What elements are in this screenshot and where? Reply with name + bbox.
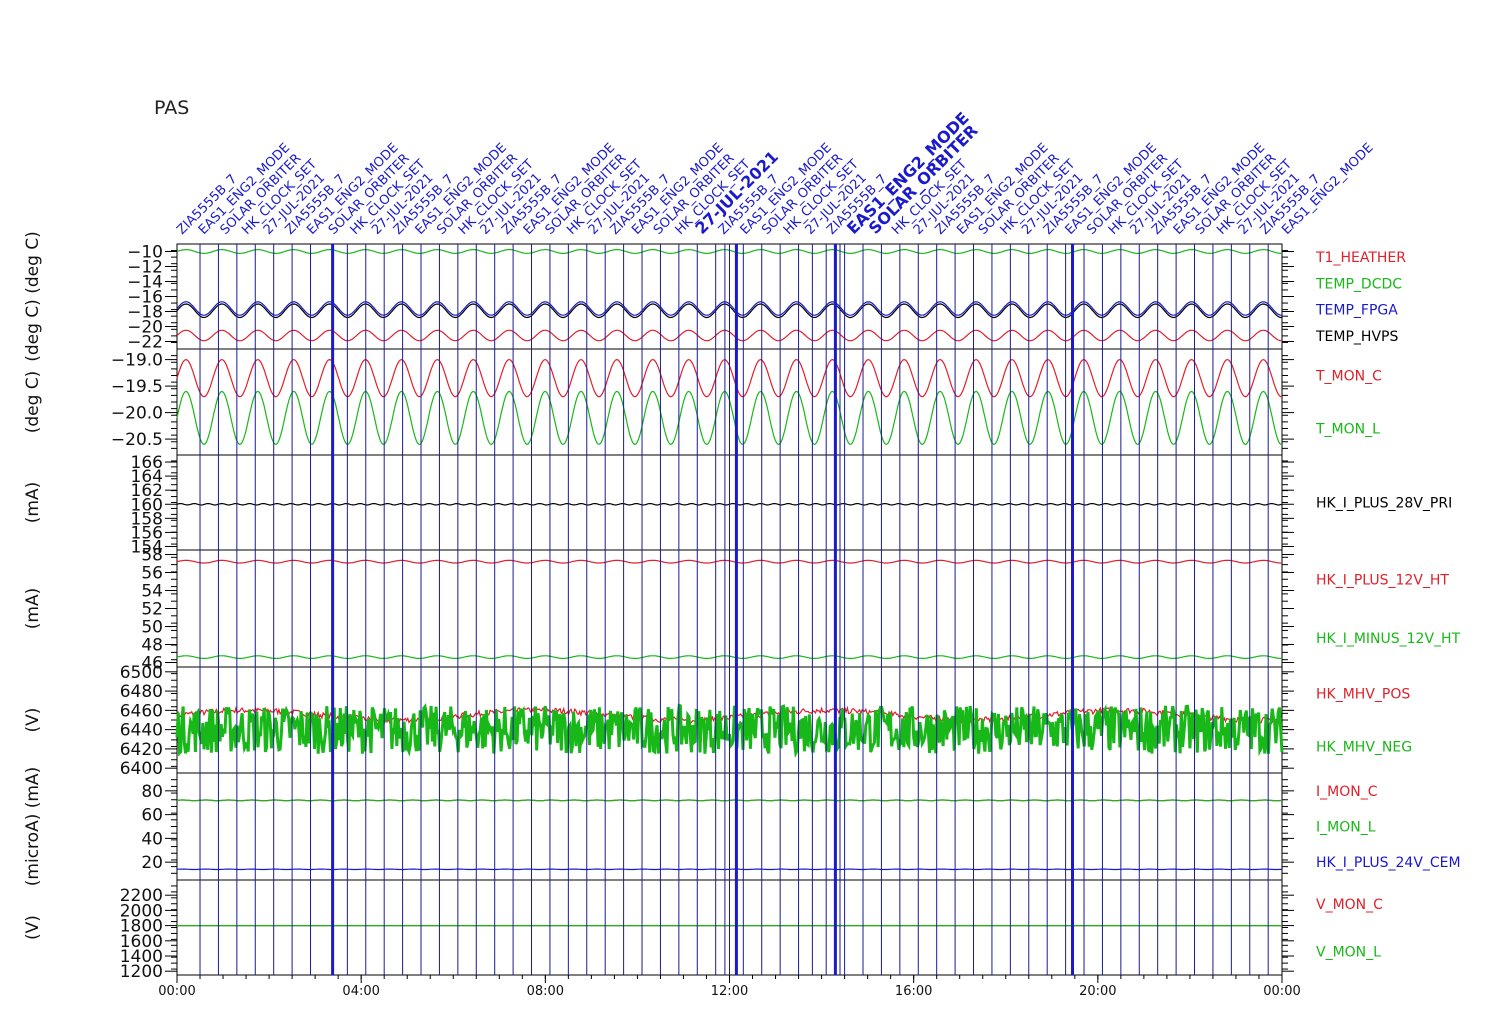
y-tick-label: −22 xyxy=(127,333,163,353)
y-tick-label: 158 xyxy=(131,509,163,529)
y-tick-label: 6500 xyxy=(120,663,163,683)
y-tick-label: −19.5 xyxy=(111,377,163,397)
y-tick-label: 48 xyxy=(141,636,163,656)
y-tick-label: −16 xyxy=(127,288,163,308)
y-tick-label: 1800 xyxy=(120,917,163,937)
y-tick-label: 80 xyxy=(141,782,163,802)
y-tick-label: 2000 xyxy=(120,901,163,921)
legend-entry: TEMP_FPGA xyxy=(1315,303,1398,319)
y-tick-label: 162 xyxy=(131,481,163,501)
event-annotations: ZIA5555B_7EAS1_ENG2_MODESOLAR_ORBITERHK_… xyxy=(174,108,1376,238)
y-axis-label: (mA) xyxy=(23,482,43,523)
y-tick-label: 52 xyxy=(141,600,163,620)
y-tick-label: 1200 xyxy=(120,962,163,982)
y-tick-label: 20 xyxy=(141,853,163,873)
panel-2: −19.0 −19.5 −20.0 −20.5 (deg C) T_MON_C T_MON_… xyxy=(23,348,1382,456)
y-tick-label: 6440 xyxy=(120,721,163,741)
legend-entry: TEMP_HVPS xyxy=(1315,329,1398,345)
y-axis-label: (mA) xyxy=(23,588,43,629)
instrument-label: PAS xyxy=(154,97,190,119)
y-tick-label: 164 xyxy=(131,467,163,487)
y-axis-label: (V) xyxy=(23,915,43,940)
y-tick-label: 50 xyxy=(141,618,163,638)
x-tick-label: 00:00 xyxy=(1263,984,1300,999)
x-tick-label: 20:00 xyxy=(1079,984,1116,999)
y-tick-label: 54 xyxy=(141,582,163,602)
y-tick-label: 1400 xyxy=(120,947,163,967)
y-tick-label: −14 xyxy=(127,273,163,293)
x-tick-label: 04:00 xyxy=(342,984,379,999)
y-tick-label: 166 xyxy=(131,453,163,473)
legend-entry: HK_I_MINUS_12V_HT xyxy=(1316,631,1461,647)
y-tick-label: −10 xyxy=(127,243,163,263)
legend-entry: T_MON_L xyxy=(1315,422,1380,438)
y-tick-label: 154 xyxy=(131,537,163,557)
panel-6: 80 60 40 20 (microA) (mA) I_MON_C I_MON_L HK_I_… xyxy=(23,767,1461,886)
legend-entry: I_MON_C xyxy=(1316,784,1378,800)
y-axis-label: (deg C) xyxy=(23,371,43,434)
event-markers xyxy=(199,244,1269,975)
y-axis-label: (microA) (mA) xyxy=(23,767,43,886)
legend-entry: V_MON_C xyxy=(1316,897,1383,913)
y-tick-label: 156 xyxy=(131,523,163,543)
legend-entry: TEMP_DCDC xyxy=(1315,276,1402,292)
x-tick-label: 16:00 xyxy=(895,984,932,999)
panel-1: −10−12−14−16−18−20−22 (deg C) (deg C) T1_H… xyxy=(23,231,1406,362)
y-tick-label: −20 xyxy=(127,318,163,338)
y-tick-label: −18 xyxy=(127,303,163,323)
legend-entry: HK_I_PLUS_24V_CEM xyxy=(1316,855,1461,871)
y-tick-label: 1600 xyxy=(120,932,163,952)
y-tick-label: 40 xyxy=(141,829,163,849)
legend-entry: HK_I_PLUS_28V_PRI xyxy=(1316,496,1452,512)
legend-entry: HK_I_PLUS_12V_HT xyxy=(1316,572,1449,588)
y-tick-label: 2200 xyxy=(120,886,163,906)
y-axis-label: (deg C) (deg C) xyxy=(23,231,43,362)
legend-entry: HK_MHV_NEG xyxy=(1316,740,1412,756)
y-tick-label: 56 xyxy=(141,564,163,584)
legend-entry: T1_HEATHER xyxy=(1315,250,1406,266)
y-tick-label: 46 xyxy=(141,654,163,674)
x-tick-label: 12:00 xyxy=(711,984,748,999)
legend-entry: V_MON_L xyxy=(1316,944,1381,960)
y-tick-label: 6400 xyxy=(120,759,163,779)
y-tick-label: −19.0 xyxy=(111,351,163,371)
legend-entry: I_MON_L xyxy=(1316,820,1376,836)
y-tick-label: 58 xyxy=(141,546,163,566)
y-axis-label: (V) xyxy=(23,708,43,733)
y-tick-label: 6420 xyxy=(120,740,163,760)
y-tick-label: −12 xyxy=(127,258,163,278)
x-tick-label: 08:00 xyxy=(527,984,564,999)
y-tick-label: 60 xyxy=(141,806,163,826)
y-tick-label: −20.5 xyxy=(111,430,163,450)
panels: −10−12−14−16−18−20−22 (deg C) (deg C) T1_H… xyxy=(23,231,1461,982)
y-tick-label: 160 xyxy=(131,495,163,515)
x-tick-label: 00:00 xyxy=(158,984,195,999)
y-tick-label: −20.0 xyxy=(111,404,163,424)
legend-entry: T_MON_C xyxy=(1315,369,1382,385)
y-tick-label: 6460 xyxy=(120,701,163,721)
time-axis: 00:00 04:00 08:00 12:00 16:00 20:00 00:00 xyxy=(158,975,1301,999)
y-tick-label: 6480 xyxy=(120,682,163,702)
legend-entry: HK_MHV_POS xyxy=(1316,687,1410,703)
